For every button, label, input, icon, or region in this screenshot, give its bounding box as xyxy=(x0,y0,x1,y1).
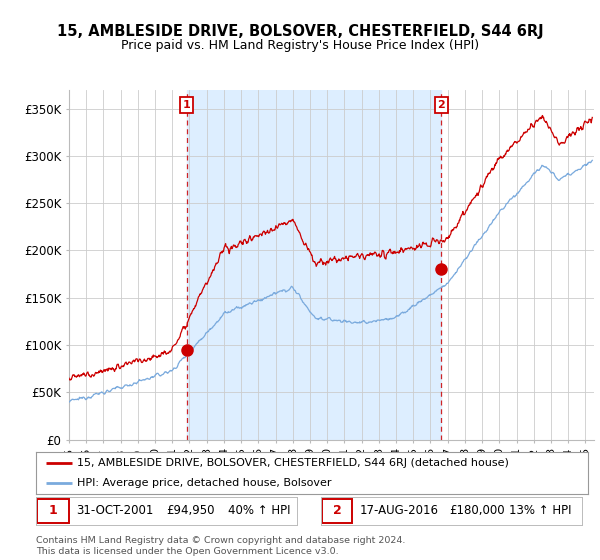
Text: 15, AMBLESIDE DRIVE, BOLSOVER, CHESTERFIELD, S44 6RJ (detached house): 15, AMBLESIDE DRIVE, BOLSOVER, CHESTERFI… xyxy=(77,458,509,468)
FancyBboxPatch shape xyxy=(322,498,352,523)
Text: HPI: Average price, detached house, Bolsover: HPI: Average price, detached house, Bols… xyxy=(77,478,332,488)
Text: £180,000: £180,000 xyxy=(449,504,505,517)
FancyBboxPatch shape xyxy=(37,498,68,523)
Text: 15, AMBLESIDE DRIVE, BOLSOVER, CHESTERFIELD, S44 6RJ: 15, AMBLESIDE DRIVE, BOLSOVER, CHESTERFI… xyxy=(56,24,544,39)
Text: Contains HM Land Registry data © Crown copyright and database right 2024.
This d: Contains HM Land Registry data © Crown c… xyxy=(36,536,406,556)
Text: 2: 2 xyxy=(333,504,341,517)
Text: 40% ↑ HPI: 40% ↑ HPI xyxy=(228,504,290,517)
Text: 17-AUG-2016: 17-AUG-2016 xyxy=(359,504,439,517)
Text: 1: 1 xyxy=(49,504,58,517)
Text: 2: 2 xyxy=(437,100,445,110)
Text: 13% ↑ HPI: 13% ↑ HPI xyxy=(509,504,571,517)
Bar xyxy=(187,90,442,440)
Text: 31-OCT-2001: 31-OCT-2001 xyxy=(76,504,154,517)
Text: £94,950: £94,950 xyxy=(167,504,215,517)
Text: 1: 1 xyxy=(182,100,190,110)
Text: Price paid vs. HM Land Registry's House Price Index (HPI): Price paid vs. HM Land Registry's House … xyxy=(121,39,479,52)
